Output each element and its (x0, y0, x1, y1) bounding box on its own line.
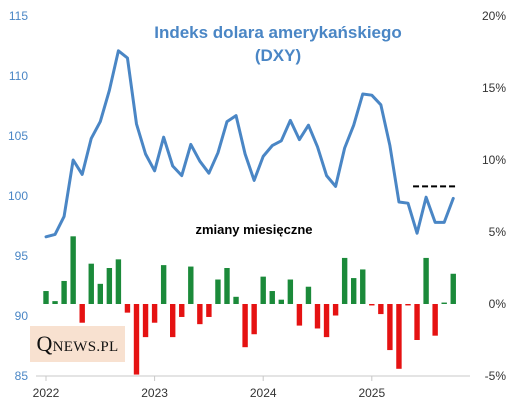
y-left-tick-label: 85 (15, 369, 29, 383)
monthly-change-bar (160, 265, 167, 304)
monthly-change-bar (269, 291, 275, 304)
x-tick-label: 2023 (141, 386, 168, 400)
dxy-index-line (44, 49, 455, 239)
monthly-change-bars (43, 236, 456, 375)
bars-annotation: zmiany miesięczne (195, 222, 312, 237)
monthly-change-bar (179, 304, 185, 317)
monthly-change-bar (323, 304, 330, 338)
monthly-change-bar (206, 304, 212, 317)
monthly-change-bar (197, 304, 203, 325)
monthly-change-bar (396, 304, 402, 369)
monthly-change-bar (260, 276, 266, 304)
monthly-change-bar (188, 266, 194, 304)
x-tick-label: 2022 (33, 386, 60, 400)
monthly-change-bar (43, 291, 49, 304)
monthly-change-bar (369, 304, 375, 306)
monthly-change-bar (170, 304, 176, 338)
y-axis-left: 85 90 95 100 105 110 115 (8, 9, 28, 383)
y-left-tick-label: 105 (8, 129, 28, 143)
monthly-change-bar (432, 304, 438, 336)
monthly-change-bar (88, 263, 94, 304)
logo-initial: Q (36, 331, 53, 356)
y-left-tick-label: 110 (9, 69, 28, 83)
monthly-change-bar (142, 304, 149, 338)
monthly-change-bar (296, 304, 303, 326)
monthly-change-bar (441, 302, 447, 304)
monthly-change-bar (360, 269, 366, 304)
monthly-change-bar (151, 304, 158, 323)
monthly-change-bar (414, 304, 420, 340)
monthly-change-bar (423, 257, 429, 304)
monthly-change-bar (97, 283, 103, 304)
logo-text: QNEWS.PL (36, 331, 118, 357)
monthly-change-bar (405, 304, 411, 306)
monthly-change-bar (52, 301, 58, 304)
monthly-change-bar (79, 304, 85, 323)
monthly-change-bar (450, 273, 456, 304)
monthly-change-bar (305, 286, 312, 304)
monthly-change-bar (314, 304, 321, 329)
logo-rest: NEWS.PL (52, 339, 119, 355)
monthly-change-bar (224, 268, 230, 304)
monthly-change-bar (133, 304, 140, 375)
y-right-tick-label: 20% (482, 9, 506, 23)
monthly-change-bar (70, 236, 76, 304)
y-axis-right: -5% 0% 5% 10% 15% 20% (482, 9, 506, 383)
monthly-change-bar (278, 299, 284, 304)
y-right-tick-label: 0% (489, 297, 507, 311)
monthly-change-bar (341, 257, 348, 304)
chart-title-line1: Indeks dolara amerykańskiego (154, 23, 402, 42)
x-tick-label: 2025 (358, 386, 385, 400)
y-left-tick-label: 95 (15, 249, 29, 263)
monthly-change-bar (215, 279, 221, 304)
y-right-tick-label: 5% (489, 225, 507, 239)
qnews-logo: QNEWS.PL (30, 326, 125, 362)
monthly-change-bar (233, 296, 239, 304)
monthly-change-bar (287, 279, 294, 304)
monthly-change-bar (387, 304, 393, 351)
monthly-change-bar (124, 304, 131, 313)
y-left-tick-label: 115 (9, 9, 28, 23)
y-right-tick-label: 15% (482, 81, 506, 95)
x-axis: 2022 2023 2024 2025 (33, 375, 470, 400)
monthly-change-bar (378, 304, 384, 315)
dxy-lines (44, 49, 457, 239)
y-right-tick-label: -5% (485, 369, 507, 383)
chart-subtitle: (DXY) (255, 46, 301, 65)
monthly-change-bar (251, 304, 257, 335)
x-tick-label: 2024 (250, 386, 277, 400)
y-left-tick-label: 90 (15, 309, 29, 323)
monthly-change-bar (332, 304, 339, 316)
chart-title: Indeks dolara amerykańskiego (DXY) (154, 23, 402, 65)
monthly-change-bar (61, 280, 67, 304)
y-left-tick-label: 100 (8, 189, 28, 203)
monthly-change-bar (351, 278, 357, 304)
monthly-change-bar (242, 304, 248, 348)
monthly-change-bar (106, 268, 113, 304)
y-right-tick-label: 10% (482, 153, 506, 167)
monthly-change-bar (115, 259, 122, 304)
